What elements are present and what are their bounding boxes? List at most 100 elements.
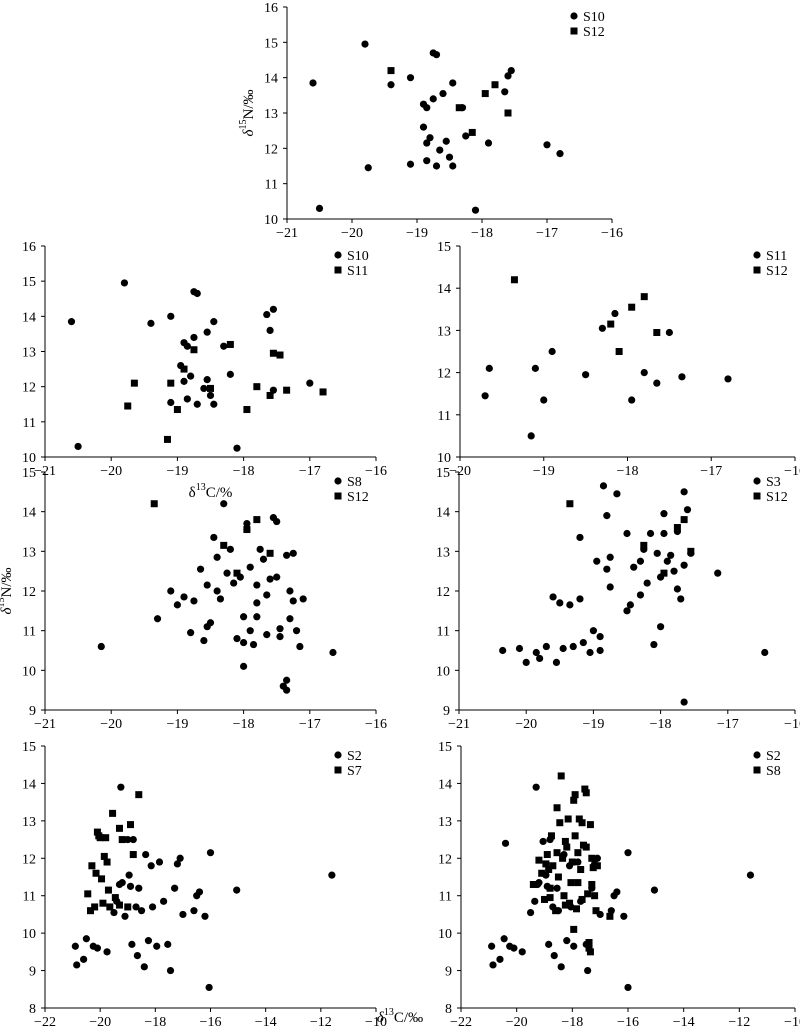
y-tick-label: 12: [437, 367, 451, 382]
data-point-circle: [624, 849, 632, 857]
y-tick-label: 14: [22, 506, 36, 521]
x-tick-label: −16: [365, 717, 387, 732]
data-point-circle: [673, 585, 682, 593]
data-point-circle: [499, 646, 507, 655]
data-point-circle: [135, 884, 143, 892]
data-point-circle: [329, 648, 337, 657]
data-point-square: [584, 890, 592, 898]
data-point-circle: [643, 579, 651, 587]
legend-label: S3: [766, 475, 781, 490]
data-point-circle: [442, 137, 450, 145]
x-tick-label: −18: [471, 226, 493, 241]
data-point-circle: [167, 312, 175, 320]
data-point-circle: [125, 871, 133, 879]
data-point-circle: [240, 613, 248, 621]
data-point-square: [628, 303, 636, 311]
series-S10: [67, 279, 314, 452]
data-point-circle: [155, 858, 164, 866]
legend-marker-circle: [334, 251, 342, 259]
data-point-circle: [596, 633, 604, 641]
data-point-circle: [213, 587, 221, 595]
data-point-square: [568, 858, 576, 866]
data-point-circle: [263, 591, 271, 599]
y-tick-label: 15: [22, 466, 36, 481]
data-point-circle: [665, 328, 673, 337]
y-tick-label: 9: [29, 704, 36, 719]
data-point-square: [111, 894, 119, 902]
data-point-circle: [273, 573, 281, 581]
x-tick-label: −21: [448, 717, 470, 732]
data-point-circle: [598, 324, 606, 332]
data-point-circle: [545, 940, 553, 948]
data-point-square: [226, 340, 234, 348]
data-point-circle: [80, 955, 88, 963]
data-point-square: [553, 849, 561, 857]
legend-label: S10: [583, 10, 605, 25]
y-tick-label: 15: [22, 740, 36, 755]
data-point-circle: [423, 104, 431, 112]
y-tick-label: 11: [23, 416, 36, 431]
data-point-circle: [128, 940, 136, 948]
data-point-circle: [190, 333, 198, 342]
y-tick-label: 10: [264, 213, 278, 228]
data-point-circle: [429, 95, 437, 103]
data-point-square: [549, 862, 557, 870]
data-point-circle: [423, 157, 431, 165]
x-tick-label: −18: [144, 1015, 166, 1028]
legend-label: S11: [766, 249, 787, 264]
data-point-circle: [489, 961, 497, 969]
data-point-circle: [613, 490, 621, 498]
data-point-square: [615, 348, 623, 355]
y-tick-label: 9: [29, 965, 36, 980]
legend-label: S10: [347, 249, 369, 264]
data-point-circle: [677, 595, 685, 603]
x-tick-label: −21: [276, 226, 298, 241]
data-point-circle: [423, 139, 431, 147]
data-point-circle: [328, 871, 336, 879]
data-point-square: [687, 547, 695, 555]
data-point-circle: [110, 908, 118, 917]
x-tick-label: −16: [784, 717, 800, 732]
data-point-circle: [556, 599, 564, 607]
data-point-circle: [636, 591, 645, 599]
data-point-circle: [286, 615, 294, 623]
data-point-square: [84, 890, 92, 898]
y-tick-label: 16: [264, 1, 278, 16]
data-point-circle: [646, 529, 655, 538]
data-point-circle: [276, 625, 284, 633]
data-point-circle: [539, 837, 547, 846]
data-point-circle: [117, 783, 125, 791]
data-point-square: [510, 276, 518, 284]
y-tick-label: 15: [436, 466, 450, 481]
data-point-square: [542, 860, 550, 868]
x-tick-label: −16: [601, 226, 623, 241]
data-point-square: [561, 901, 569, 909]
legend-label: S8: [347, 475, 362, 490]
data-point-circle: [657, 623, 665, 631]
data-point-circle: [82, 935, 90, 943]
data-point-circle: [283, 686, 291, 694]
data-point-circle: [579, 638, 587, 647]
data-point-circle: [387, 81, 395, 89]
series-S12: [387, 67, 512, 136]
data-point-square: [100, 852, 108, 860]
y-tick-label: 12: [264, 142, 278, 157]
data-point-circle: [680, 488, 688, 496]
data-point-circle: [253, 599, 261, 607]
data-point-circle: [315, 204, 324, 212]
legend-label: S12: [766, 264, 788, 279]
data-point-circle: [624, 983, 632, 992]
data-point-circle: [183, 342, 191, 350]
data-point-square: [127, 821, 135, 829]
data-point-circle: [445, 153, 454, 161]
data-point-circle: [640, 369, 648, 377]
data-point-circle: [599, 482, 608, 490]
data-point-square: [243, 406, 251, 414]
data-point-circle: [206, 849, 215, 857]
data-point-circle: [171, 884, 179, 892]
data-point-circle: [626, 601, 634, 609]
data-point-circle: [205, 983, 213, 992]
series-S8: [529, 772, 614, 956]
